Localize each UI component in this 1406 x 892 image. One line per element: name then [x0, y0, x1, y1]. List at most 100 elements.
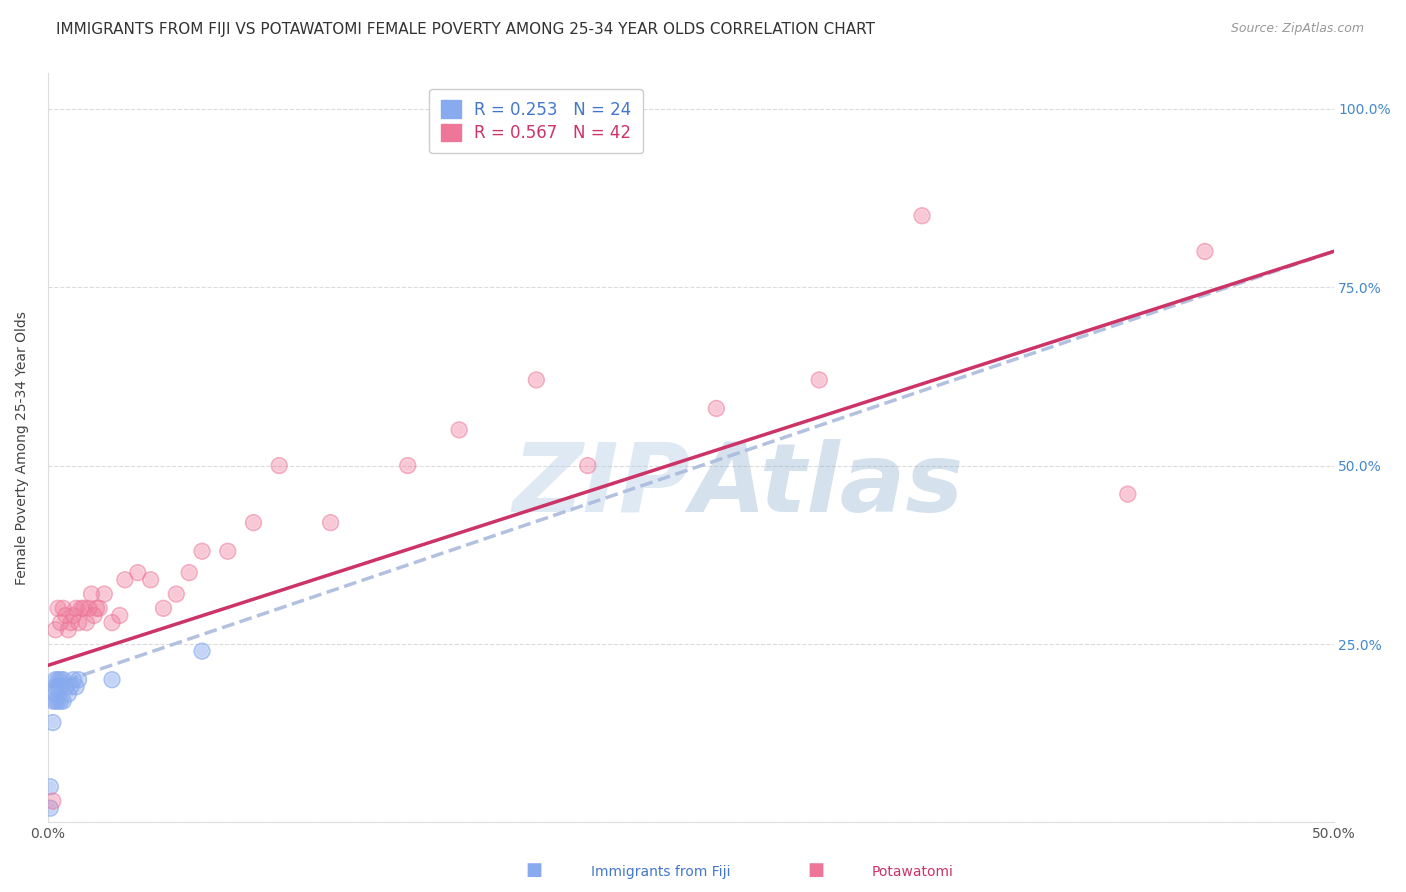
Point	[59, 615, 82, 630]
Text: Atlas: Atlas	[690, 439, 965, 532]
Point	[396, 458, 419, 473]
Point	[44, 623, 66, 637]
Point	[269, 458, 291, 473]
Point	[1194, 244, 1216, 259]
Point	[576, 458, 599, 473]
Point	[80, 587, 103, 601]
Point	[152, 601, 174, 615]
Point	[127, 566, 149, 580]
Point	[42, 715, 65, 730]
Point	[127, 566, 149, 580]
Point	[101, 615, 124, 630]
Point	[39, 801, 62, 815]
Point	[191, 544, 214, 558]
Point	[55, 680, 77, 694]
Point	[179, 566, 201, 580]
Point	[46, 694, 69, 708]
Point	[1116, 487, 1139, 501]
Point	[46, 694, 69, 708]
Point	[46, 680, 69, 694]
Point	[58, 623, 80, 637]
Point	[44, 673, 66, 687]
Text: Immigrants from Fiji: Immigrants from Fiji	[591, 864, 730, 879]
Point	[139, 573, 162, 587]
Point	[52, 601, 75, 615]
Point	[449, 423, 471, 437]
Point	[114, 573, 136, 587]
Point	[52, 694, 75, 708]
Point	[73, 601, 96, 615]
Text: Potawatomi: Potawatomi	[872, 864, 953, 879]
Point	[101, 673, 124, 687]
Point	[108, 608, 131, 623]
Point	[42, 715, 65, 730]
Point	[67, 615, 90, 630]
Point	[1116, 487, 1139, 501]
Point	[44, 687, 66, 701]
Point	[93, 587, 115, 601]
Point	[911, 209, 934, 223]
Point	[70, 601, 93, 615]
Point	[39, 780, 62, 794]
Point	[524, 373, 547, 387]
Point	[52, 694, 75, 708]
Point	[319, 516, 342, 530]
Point	[152, 601, 174, 615]
Point	[46, 601, 69, 615]
Point	[576, 458, 599, 473]
Point	[108, 608, 131, 623]
Point	[44, 623, 66, 637]
Text: ■: ■	[526, 861, 543, 879]
Point	[101, 615, 124, 630]
Point	[55, 608, 77, 623]
Point	[52, 601, 75, 615]
Point	[42, 794, 65, 808]
Point	[75, 615, 97, 630]
Point	[44, 694, 66, 708]
Point	[49, 673, 72, 687]
Y-axis label: Female Poverty Among 25-34 Year Olds: Female Poverty Among 25-34 Year Olds	[15, 310, 30, 584]
Point	[80, 587, 103, 601]
Point	[165, 587, 187, 601]
Point	[49, 680, 72, 694]
Point	[524, 373, 547, 387]
Point	[73, 601, 96, 615]
Point	[86, 601, 108, 615]
Point	[62, 673, 84, 687]
Point	[44, 694, 66, 708]
Point	[65, 601, 87, 615]
Point	[62, 673, 84, 687]
Point	[65, 680, 87, 694]
Point	[58, 687, 80, 701]
Text: Source: ZipAtlas.com: Source: ZipAtlas.com	[1230, 22, 1364, 36]
Point	[67, 615, 90, 630]
Point	[449, 423, 471, 437]
Text: ■: ■	[807, 861, 824, 879]
Point	[396, 458, 419, 473]
Point	[65, 680, 87, 694]
Point	[55, 680, 77, 694]
Point	[70, 601, 93, 615]
Point	[242, 516, 264, 530]
Point	[1194, 244, 1216, 259]
Point	[49, 694, 72, 708]
Point	[59, 680, 82, 694]
Point	[58, 623, 80, 637]
Point	[42, 694, 65, 708]
Point	[83, 608, 105, 623]
Point	[59, 680, 82, 694]
Point	[62, 608, 84, 623]
Point	[55, 608, 77, 623]
Point	[114, 573, 136, 587]
Point	[44, 680, 66, 694]
Point	[67, 673, 90, 687]
Point	[86, 601, 108, 615]
Point	[808, 373, 831, 387]
Point	[165, 587, 187, 601]
Point	[52, 673, 75, 687]
Point	[67, 673, 90, 687]
Point	[911, 209, 934, 223]
Point	[808, 373, 831, 387]
Point	[217, 544, 239, 558]
Point	[58, 687, 80, 701]
